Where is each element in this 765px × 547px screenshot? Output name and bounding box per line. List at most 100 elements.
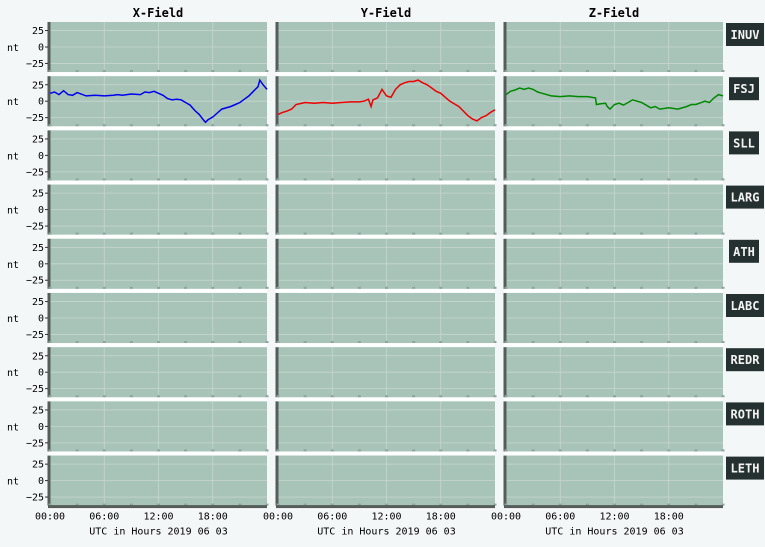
station-badge-leth: LETH xyxy=(726,456,764,480)
y-tick-label: 0 xyxy=(38,97,44,108)
x-tick-label: 06:00 xyxy=(545,512,575,523)
panel-roth-y xyxy=(275,401,497,455)
y-tick-label: 25 xyxy=(32,243,44,254)
station-label: SLL xyxy=(733,136,755,150)
x-tick-label: 00:00 xyxy=(35,512,65,523)
y-tick-label: 25 xyxy=(32,297,44,308)
y-tick-label: 25 xyxy=(32,460,44,471)
station-label: ATH xyxy=(733,245,755,259)
panel-sll-z xyxy=(503,130,725,184)
y-tick-label: −25 xyxy=(26,59,44,70)
series-line-fsj-z-field xyxy=(505,87,724,111)
x-tick-label: 00:00 xyxy=(263,512,293,523)
y-tick-label: −25 xyxy=(26,330,44,341)
series-line-fsj-y-field xyxy=(277,79,496,122)
y-tick-label: 0 xyxy=(38,368,44,379)
station-label: ROTH xyxy=(731,407,760,421)
x-axis-label: UTC in Hours 2019 06 03 xyxy=(545,527,683,538)
panel-ath-x xyxy=(47,238,269,293)
panel-fsj-y xyxy=(275,76,497,130)
panel-redr-z xyxy=(503,347,725,401)
panel-redr-x xyxy=(47,347,269,401)
y-tick-label: 25 xyxy=(32,26,44,37)
station-badge-roth: ROTH xyxy=(726,402,764,426)
x-tick-label: 18:00 xyxy=(654,512,684,523)
y-tick-label: 25 xyxy=(32,189,44,200)
y-tick-label: −25 xyxy=(26,384,44,395)
y-tick-label: −25 xyxy=(26,167,44,178)
x-tick-label: 12:00 xyxy=(143,512,173,523)
x-axis-label: UTC in Hours 2019 06 03 xyxy=(317,527,455,538)
x-tick-label: 00:00 xyxy=(491,512,521,523)
station-label: FSJ xyxy=(733,82,755,96)
station-badge-inuv: INUV xyxy=(726,23,764,46)
y-tick-label: 25 xyxy=(32,80,44,91)
panel-inuv-z xyxy=(503,22,725,76)
panel-fsj-x xyxy=(47,76,269,130)
station-badge-sll: SLL xyxy=(729,131,759,155)
series-line-fsj-x-field xyxy=(49,78,268,124)
station-label: LARG xyxy=(731,191,760,205)
station-label: LETH xyxy=(731,462,760,476)
y-axis-label: nt xyxy=(7,43,19,54)
panel-larg-x xyxy=(47,184,269,239)
station-badge-fsj: FSJ xyxy=(729,77,759,101)
y-tick-label: 0 xyxy=(38,205,44,216)
x-tick-label: 06:00 xyxy=(89,512,119,523)
x-tick-label: 18:00 xyxy=(198,512,228,523)
panel-inuv-x xyxy=(47,22,269,76)
panel-ath-z xyxy=(503,238,725,293)
panel-roth-z xyxy=(503,401,725,455)
x-tick-label: 18:00 xyxy=(426,512,456,523)
x-tick-label: 06:00 xyxy=(317,512,347,523)
x-axis-label: UTC in Hours 2019 06 03 xyxy=(89,527,227,538)
y-axis-label: nt xyxy=(7,97,19,108)
y-axis-label: nt xyxy=(7,151,19,162)
panel-inuv-y xyxy=(275,22,497,76)
x-tick-label: 12:00 xyxy=(599,512,629,523)
y-tick-label: 25 xyxy=(32,405,44,416)
y-tick-label: 0 xyxy=(38,476,44,487)
panel-labc-x xyxy=(47,293,269,347)
station-badge-redr: REDR xyxy=(726,348,764,372)
column-title-y: Y-Field xyxy=(361,6,412,20)
column-title-x: X-Field xyxy=(133,6,184,20)
y-tick-label: −25 xyxy=(26,113,44,124)
y-axis-label: nt xyxy=(7,206,19,217)
panel-sll-y xyxy=(275,130,497,184)
station-badge-ath: ATH xyxy=(729,239,759,263)
panel-labc-z xyxy=(503,293,725,347)
y-tick-label: −25 xyxy=(26,276,44,287)
station-badge-labc: LABC xyxy=(726,294,764,317)
y-tick-label: −25 xyxy=(26,438,44,449)
y-axis-label: nt xyxy=(7,477,19,488)
y-tick-label: 25 xyxy=(32,134,44,145)
panel-leth-z xyxy=(503,455,725,510)
panel-labc-y xyxy=(275,293,497,347)
panel-sll-x xyxy=(47,130,269,184)
y-axis-label: nt xyxy=(7,422,19,433)
station-label: INUV xyxy=(731,28,760,42)
column-title-z: Z-Field xyxy=(589,6,640,20)
panel-fsj-z xyxy=(503,76,725,130)
y-tick-label: −25 xyxy=(26,222,44,233)
y-tick-label: 0 xyxy=(38,151,44,162)
panel-larg-y xyxy=(275,184,497,239)
y-tick-label: 0 xyxy=(38,314,44,325)
station-label: LABC xyxy=(731,299,760,313)
panel-ath-y xyxy=(275,238,497,293)
y-tick-label: 25 xyxy=(32,351,44,362)
y-tick-label: 0 xyxy=(38,422,44,433)
panel-redr-y xyxy=(275,347,497,401)
y-tick-label: −25 xyxy=(26,493,44,504)
y-tick-label: 0 xyxy=(38,259,44,270)
panel-leth-y xyxy=(275,455,497,510)
y-tick-label: 0 xyxy=(38,43,44,54)
panel-larg-z xyxy=(503,184,725,239)
station-badge-larg: LARG xyxy=(726,185,764,209)
station-label: REDR xyxy=(731,353,761,367)
panel-roth-x xyxy=(47,401,269,455)
y-axis-label: nt xyxy=(7,260,19,271)
x-tick-label: 12:00 xyxy=(371,512,401,523)
